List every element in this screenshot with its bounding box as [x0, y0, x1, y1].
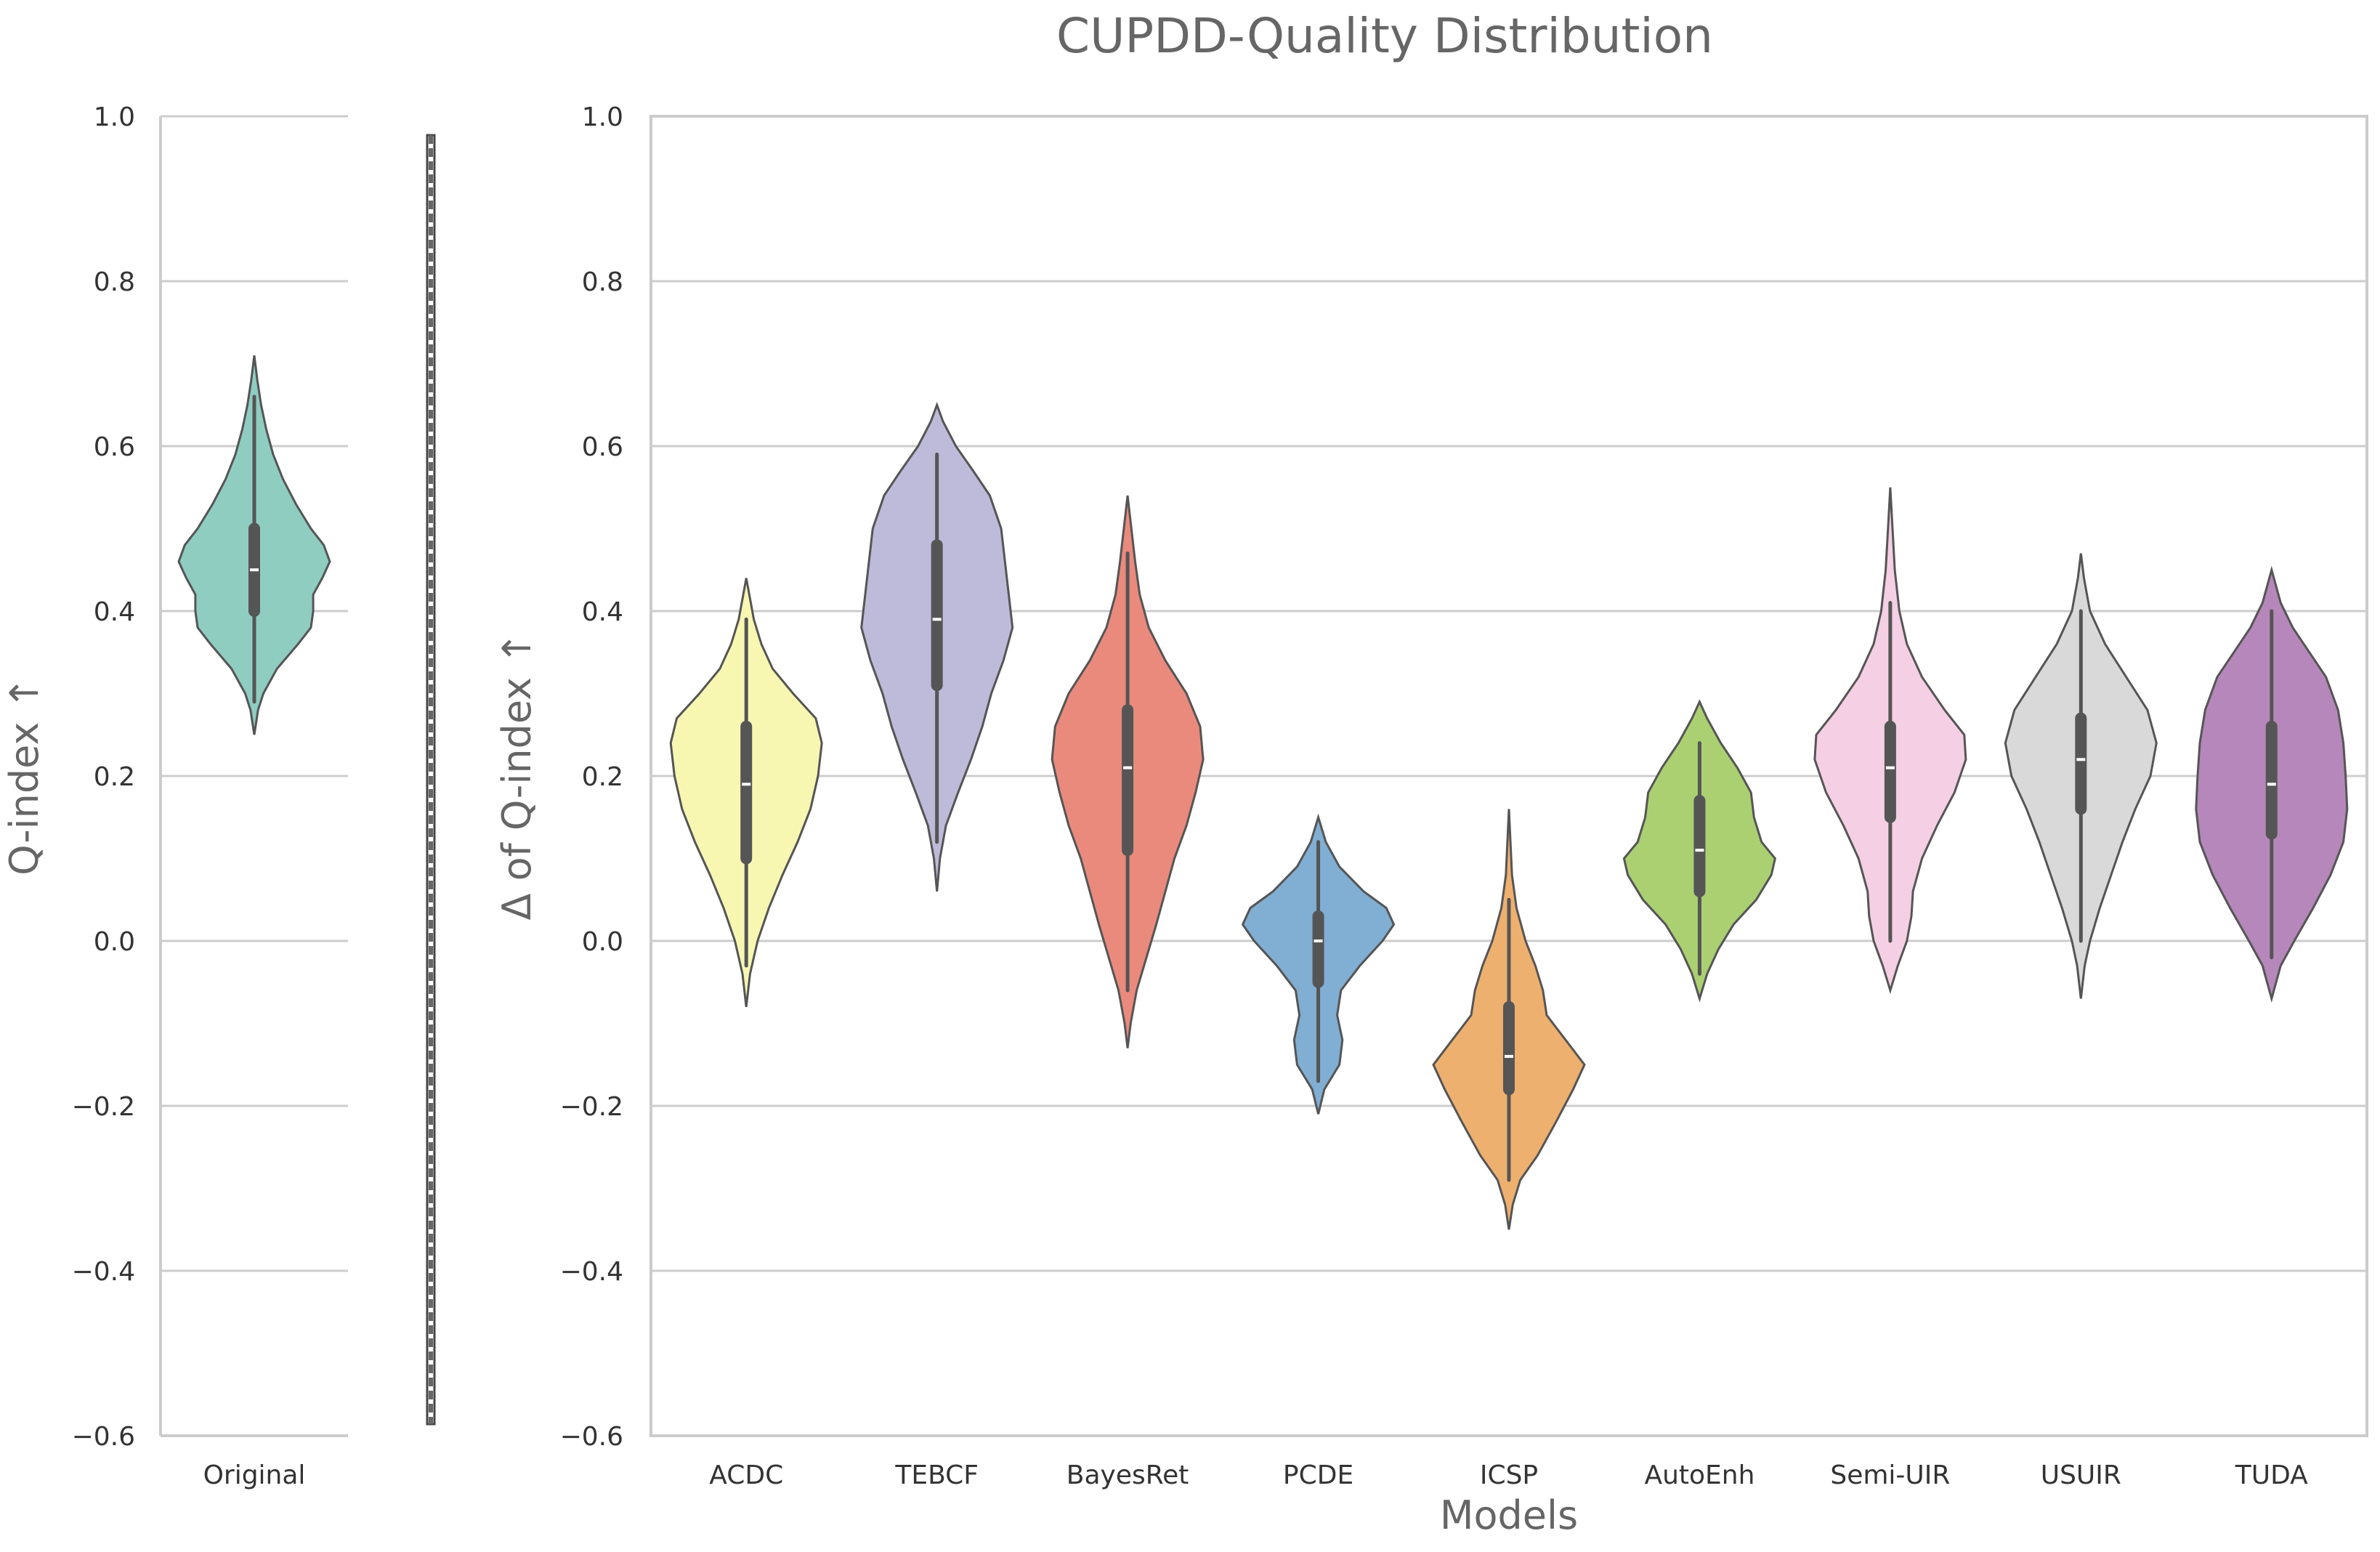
colorbar-strip: [426, 134, 436, 1426]
ytick-label: −0.4: [72, 1257, 135, 1287]
ytick-label: 0.2: [94, 762, 135, 792]
xtick-label-autoenh: AutoEnh: [1644, 1460, 1754, 1490]
xtick-label-pcde: PCDE: [1283, 1460, 1353, 1490]
xtick-label-tebcf: TEBCF: [894, 1460, 979, 1490]
xtick-label-acdc: ACDC: [709, 1460, 783, 1490]
ytick-label: 1.0: [94, 102, 135, 132]
xlabel-models: Models: [1440, 1492, 1578, 1538]
ytick-label: −0.4: [560, 1257, 623, 1287]
xtick-label-usuir: USUIR: [2041, 1460, 2121, 1490]
xtick-label-bayesret: BayesRet: [1066, 1460, 1189, 1490]
ytick-label: −0.2: [560, 1092, 623, 1122]
ytick-label: 0.4: [94, 597, 135, 627]
ytick-label: 0.8: [94, 267, 135, 297]
xtick-label-icsp: ICSP: [1480, 1460, 1538, 1490]
ytick-label: 0.6: [94, 432, 135, 462]
xtick-label-semi-uir: Semi-UIR: [1830, 1460, 1950, 1490]
ylabel-original: Q-index ↑: [1, 676, 47, 876]
chart-title: CUPDD-Quality Distribution: [1056, 8, 1713, 64]
xtick-label-original: Original: [203, 1460, 306, 1490]
ytick-label: 1.0: [582, 102, 623, 132]
ytick-label: 0.4: [582, 597, 623, 627]
ytick-label: 0.0: [94, 927, 135, 957]
panel-models: −0.6 −0.4 −0.2 0.0 0.2 0.4 0.6 0.8 1.0 Δ of Q-ind…: [494, 102, 2368, 1538]
ytick-label: 0.0: [582, 927, 623, 957]
ytick-label: 0.6: [582, 432, 623, 462]
plot-frame: [649, 115, 2368, 1437]
ylabel-models: Δ of Q-index ↑: [494, 632, 540, 921]
ytick-label: 0.8: [582, 267, 623, 297]
ytick-label: −0.6: [560, 1422, 623, 1452]
ytick-label: 0.2: [582, 762, 623, 792]
ytick-label: −0.2: [72, 1092, 135, 1122]
ytick-label: −0.6: [72, 1422, 135, 1452]
panel-original: −0.6 −0.4 −0.2 0.0 0.2 0.4 0.6 0.8 1.0 Q-index ↑ O…: [1, 102, 348, 1490]
xtick-label-tuda: TUDA: [2235, 1460, 2308, 1490]
